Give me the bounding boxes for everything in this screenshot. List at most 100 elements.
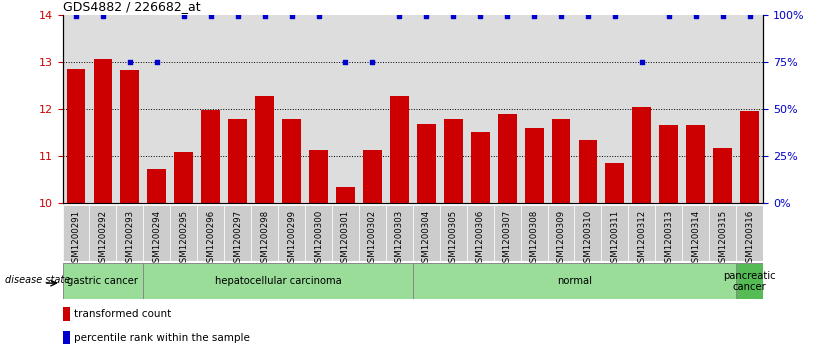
Text: GSM1200303: GSM1200303 bbox=[394, 209, 404, 268]
Point bbox=[258, 13, 271, 19]
Point bbox=[474, 13, 487, 19]
Text: GSM1200294: GSM1200294 bbox=[153, 209, 161, 268]
Text: disease state: disease state bbox=[5, 274, 70, 285]
Bar bbox=[741, 111, 759, 203]
Bar bbox=[713, 148, 732, 203]
Text: GDS4882 / 226682_at: GDS4882 / 226682_at bbox=[63, 0, 200, 13]
Bar bbox=[305, 205, 332, 261]
Text: GSM1200292: GSM1200292 bbox=[98, 209, 108, 268]
Point bbox=[393, 13, 406, 19]
Text: GSM1200300: GSM1200300 bbox=[314, 209, 323, 268]
Bar bbox=[440, 205, 467, 261]
Text: GSM1200309: GSM1200309 bbox=[556, 209, 565, 268]
Bar bbox=[579, 140, 597, 203]
Bar bbox=[170, 205, 198, 261]
Bar bbox=[682, 205, 709, 261]
Text: GSM1200301: GSM1200301 bbox=[341, 209, 350, 268]
Bar bbox=[386, 205, 413, 261]
Bar bbox=[601, 205, 628, 261]
Text: GSM1200308: GSM1200308 bbox=[530, 209, 539, 268]
Bar bbox=[143, 205, 170, 261]
Point bbox=[743, 13, 756, 19]
Bar bbox=[174, 152, 193, 203]
Bar bbox=[251, 205, 278, 261]
Bar bbox=[201, 110, 220, 203]
Bar bbox=[605, 163, 625, 203]
Bar bbox=[359, 205, 386, 261]
Bar bbox=[336, 187, 355, 203]
Bar bbox=[628, 205, 656, 261]
Point bbox=[555, 13, 568, 19]
Text: GSM1200305: GSM1200305 bbox=[449, 209, 458, 268]
Point bbox=[420, 13, 433, 19]
Bar bbox=[120, 70, 139, 203]
Text: GSM1200306: GSM1200306 bbox=[475, 209, 485, 268]
Bar bbox=[736, 263, 763, 299]
Text: percentile rank within the sample: percentile rank within the sample bbox=[73, 333, 249, 343]
Point bbox=[231, 13, 244, 19]
Point bbox=[662, 13, 676, 19]
Bar bbox=[63, 205, 89, 261]
Bar bbox=[470, 131, 490, 203]
Point bbox=[446, 13, 460, 19]
Bar bbox=[63, 307, 70, 321]
Text: hepatocellular carcinoma: hepatocellular carcinoma bbox=[214, 276, 341, 286]
Point bbox=[177, 13, 190, 19]
Bar bbox=[282, 119, 301, 203]
Point bbox=[608, 13, 621, 19]
Text: gastric cancer: gastric cancer bbox=[68, 276, 138, 286]
Bar bbox=[278, 205, 305, 261]
Bar bbox=[498, 114, 516, 203]
Text: GSM1200295: GSM1200295 bbox=[179, 209, 188, 268]
Point bbox=[636, 59, 649, 65]
Bar bbox=[467, 205, 494, 261]
Bar bbox=[143, 263, 413, 299]
Text: GSM1200316: GSM1200316 bbox=[745, 209, 754, 268]
Bar bbox=[656, 205, 682, 261]
Point bbox=[527, 13, 540, 19]
Bar bbox=[363, 150, 382, 203]
Bar bbox=[67, 69, 85, 203]
Point bbox=[96, 13, 109, 19]
Text: GSM1200302: GSM1200302 bbox=[368, 209, 377, 268]
Point bbox=[312, 13, 325, 19]
Bar bbox=[520, 205, 548, 261]
Text: GSM1200313: GSM1200313 bbox=[665, 209, 673, 268]
Text: GSM1200314: GSM1200314 bbox=[691, 209, 701, 268]
Point bbox=[500, 13, 514, 19]
Bar bbox=[148, 169, 166, 203]
Point bbox=[123, 59, 137, 65]
Point bbox=[689, 13, 702, 19]
Bar bbox=[224, 205, 251, 261]
Text: GSM1200291: GSM1200291 bbox=[72, 209, 81, 268]
Bar bbox=[660, 126, 678, 203]
Bar bbox=[444, 119, 463, 203]
Text: GSM1200296: GSM1200296 bbox=[206, 209, 215, 268]
Text: normal: normal bbox=[557, 276, 592, 286]
Text: GSM1200293: GSM1200293 bbox=[125, 209, 134, 268]
Bar bbox=[686, 126, 706, 203]
Bar bbox=[390, 96, 409, 203]
Bar bbox=[709, 205, 736, 261]
Bar bbox=[736, 205, 763, 261]
Bar bbox=[198, 205, 224, 261]
Point bbox=[339, 59, 352, 65]
Point bbox=[285, 13, 299, 19]
Bar bbox=[417, 124, 435, 203]
Text: GSM1200312: GSM1200312 bbox=[637, 209, 646, 268]
Bar bbox=[575, 205, 601, 261]
Text: GSM1200297: GSM1200297 bbox=[234, 209, 242, 268]
Text: GSM1200299: GSM1200299 bbox=[287, 209, 296, 268]
Point bbox=[716, 13, 730, 19]
Point bbox=[204, 13, 218, 19]
Point bbox=[581, 13, 595, 19]
Bar bbox=[413, 263, 736, 299]
Text: GSM1200307: GSM1200307 bbox=[503, 209, 511, 268]
Bar bbox=[63, 331, 70, 344]
Text: GSM1200311: GSM1200311 bbox=[610, 209, 620, 268]
Bar bbox=[255, 96, 274, 203]
Bar bbox=[93, 59, 113, 203]
Point bbox=[366, 59, 379, 65]
Bar bbox=[63, 263, 143, 299]
Text: transformed count: transformed count bbox=[73, 309, 171, 319]
